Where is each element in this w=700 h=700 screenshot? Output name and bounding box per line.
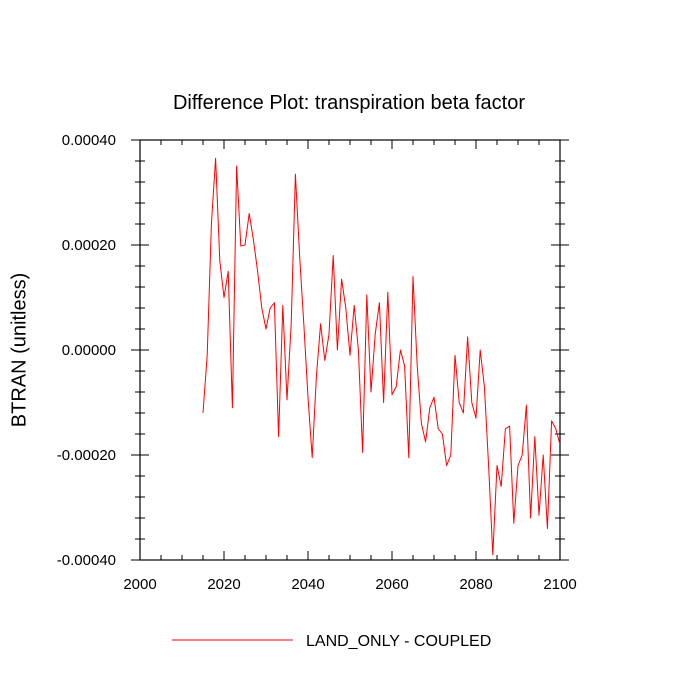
axis-tick-labels: 2000 2020 2040 2060 2080 2100 -0.00040 -0.00020… (57, 132, 577, 593)
y-tick-label: -0.00040 (57, 552, 116, 569)
chart-title: Difference Plot: transpiration beta fact… (173, 92, 525, 114)
y-tick-label: 0.00020 (62, 237, 116, 254)
x-tick-label: 2000 (123, 576, 156, 593)
series-layer (202, 157, 560, 556)
x-tick-label: 2080 (459, 576, 492, 593)
x-tick-label: 2020 (207, 576, 240, 593)
legend-label: LAND_ONLY - COUPLED (306, 633, 491, 650)
y-axis-label: BTRAN (unitless) (8, 273, 30, 427)
y-tick-label: -0.00020 (57, 447, 116, 464)
x-tick-label: 2060 (375, 576, 408, 593)
x-tick-label: 2040 (291, 576, 324, 593)
axis-ticks (131, 139, 569, 561)
series-line-0 (202, 157, 560, 556)
x-tick-label: 2100 (543, 576, 576, 593)
y-tick-label: 0.00000 (62, 342, 116, 359)
legend: LAND_ONLY - COUPLED (172, 633, 491, 650)
y-tick-label: 0.00040 (62, 132, 116, 149)
